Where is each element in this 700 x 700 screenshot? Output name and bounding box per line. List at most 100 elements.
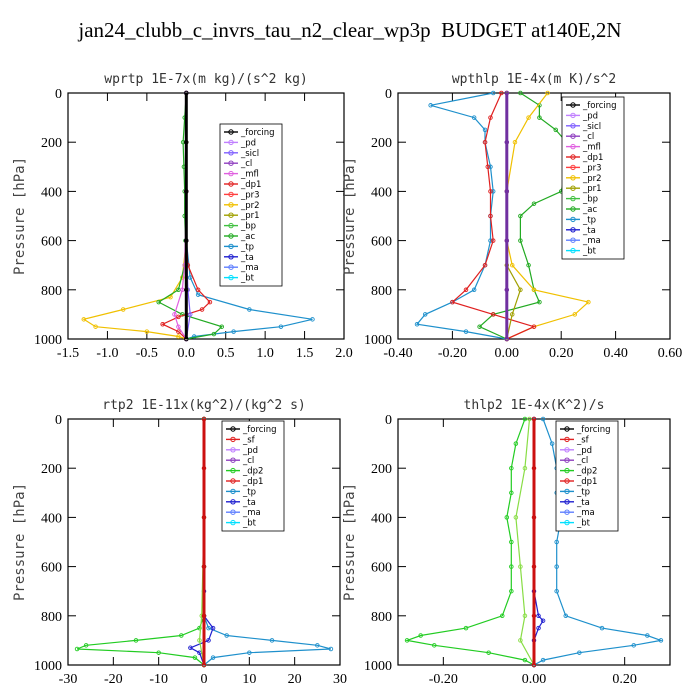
- series-marker: [518, 213, 523, 219]
- series-marker: [231, 329, 236, 334]
- legend-marker: [228, 233, 234, 239]
- series-marker: [184, 139, 189, 145]
- series-marker: [176, 329, 181, 334]
- y-tick-label: 600: [41, 561, 62, 576]
- series-marker: [184, 189, 189, 194]
- series-marker: [488, 238, 493, 243]
- y-tick-label: 200: [41, 136, 62, 151]
- legend-label: _dp1: [240, 180, 261, 190]
- legend-marker: [570, 133, 576, 139]
- legend-marker: [570, 175, 576, 181]
- legend-label: _bt: [582, 247, 597, 257]
- legend-marker: [230, 457, 236, 463]
- series-marker: [490, 312, 496, 317]
- legend-label: _ac: [240, 232, 255, 242]
- series-marker: [482, 139, 488, 145]
- x-tick-label: -30: [59, 672, 78, 687]
- series-marker: [160, 321, 165, 327]
- series-marker: [504, 90, 510, 96]
- series-line: [478, 92, 568, 340]
- series-marker: [156, 650, 161, 655]
- series-marker: [428, 103, 433, 108]
- x-tick-label: 20: [288, 672, 302, 687]
- series-marker: [471, 287, 477, 293]
- series-marker: [488, 164, 493, 170]
- y-tick-label: 200: [41, 462, 62, 477]
- series-marker: [278, 324, 284, 329]
- legend-marker: [564, 457, 570, 463]
- series-marker: [176, 334, 181, 339]
- legend-marker: [228, 129, 234, 135]
- series-marker: [509, 539, 514, 545]
- legend-label: _dp2: [576, 467, 597, 477]
- legend-marker: [228, 222, 234, 229]
- legend-marker: [564, 426, 570, 432]
- series-marker: [504, 287, 510, 293]
- series-marker: [184, 90, 189, 96]
- series-marker: [518, 90, 523, 96]
- series-marker: [553, 127, 559, 133]
- series-marker: [504, 189, 510, 194]
- legend-label: _ma: [240, 263, 259, 273]
- legend-marker: [564, 478, 570, 484]
- legend-label: _pd: [240, 138, 256, 148]
- series-marker: [482, 127, 488, 133]
- legend-marker: [570, 164, 576, 171]
- legend-label: _ma: [582, 236, 601, 246]
- legend-label: _forcing: [576, 425, 611, 435]
- x-tick-label: 0.0: [178, 346, 196, 361]
- series-marker: [414, 321, 420, 327]
- series-marker: [509, 465, 514, 471]
- panel-title: rtp2 1E-11x(kg^2)/(kg^2 s): [102, 398, 306, 413]
- y-tick-label: 400: [371, 511, 392, 526]
- y-tick-label: 400: [41, 511, 62, 526]
- legend-label: _bt: [242, 519, 257, 529]
- series-marker: [536, 613, 541, 619]
- series-line: [404, 418, 535, 666]
- y-tick-label: 200: [371, 462, 392, 477]
- series-marker: [518, 287, 523, 293]
- series-marker: [206, 625, 211, 631]
- legend-marker: [564, 509, 570, 515]
- y-tick-label: 400: [41, 185, 62, 200]
- legend-label: _mfl: [240, 170, 259, 180]
- x-tick-label: -1.5: [57, 346, 79, 361]
- series-marker: [518, 238, 523, 243]
- legend-label: _pd: [582, 111, 598, 121]
- series-marker: [471, 115, 477, 120]
- series-marker: [645, 633, 650, 638]
- legend-marker: [230, 436, 236, 443]
- legend-label: _pr1: [582, 184, 602, 194]
- legend-marker: [564, 467, 570, 474]
- legend-label: _forcing: [582, 101, 617, 111]
- series-marker: [488, 189, 493, 194]
- x-tick-label: -0.20: [438, 346, 467, 361]
- legend-marker: [564, 488, 570, 495]
- series-marker: [477, 324, 482, 329]
- series-marker: [81, 317, 87, 322]
- legend-marker: [228, 170, 234, 177]
- x-tick-label: 0.60: [658, 346, 683, 361]
- x-tick-label: 0.40: [603, 346, 628, 361]
- y-tick-label: 1000: [34, 659, 62, 674]
- series-marker: [247, 307, 252, 312]
- series-marker: [513, 441, 519, 446]
- legend-label: _sf: [576, 435, 590, 445]
- legend-label: _ta: [576, 498, 590, 508]
- legend-marker: [570, 206, 576, 212]
- x-tick-label: 0: [201, 672, 208, 687]
- series-marker: [184, 287, 189, 293]
- series-marker: [210, 655, 216, 660]
- series-marker: [518, 564, 523, 569]
- legend-label: _tp: [240, 242, 254, 252]
- series-marker: [192, 655, 198, 660]
- x-tick-label: 0.5: [217, 346, 235, 361]
- y-tick-label: 800: [371, 284, 392, 299]
- y-tick-label: 600: [371, 235, 392, 250]
- series-line: [157, 92, 223, 340]
- y-tick-label: 200: [371, 136, 392, 151]
- legend-marker: [228, 160, 234, 166]
- legend-marker: [230, 519, 236, 526]
- series-marker: [586, 299, 591, 305]
